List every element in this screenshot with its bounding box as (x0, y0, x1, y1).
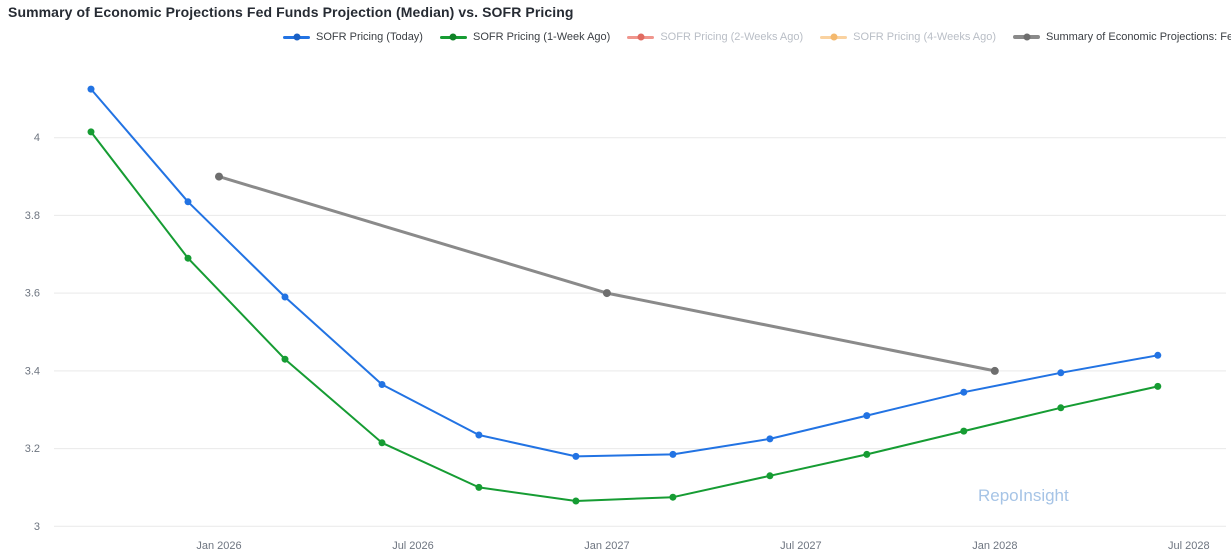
x-tick-label: Jan 2026 (196, 540, 241, 552)
legend-item-sofr-today[interactable]: SOFR Pricing (Today) (283, 31, 423, 43)
x-tick-label: Jan 2027 (584, 540, 629, 552)
series-marker-sofr-1w[interactable] (1154, 382, 1162, 390)
legend-item-sofr-2w[interactable]: SOFR Pricing (2-Weeks Ago) (627, 31, 803, 43)
series-marker-sofr-today[interactable] (475, 431, 483, 439)
legend-label: SOFR Pricing (2-Weeks Ago) (660, 31, 804, 43)
series-marker-sep-fed-funds[interactable] (990, 366, 999, 375)
series-sofr-today (87, 85, 1162, 460)
y-tick-label: 3.2 (25, 443, 40, 455)
series-marker-sofr-1w[interactable] (281, 355, 289, 363)
x-tick-label: Jul 2027 (780, 540, 822, 552)
series-marker-sofr-today[interactable] (960, 388, 968, 396)
series-marker-sofr-1w[interactable] (863, 450, 871, 458)
series-marker-sofr-1w[interactable] (766, 472, 774, 480)
legend-dot-icon (449, 33, 457, 41)
legend-label: SOFR Pricing (4-Weeks Ago) (853, 31, 997, 43)
series-marker-sep-fed-funds[interactable] (215, 172, 223, 181)
legend-dot-icon (1023, 33, 1031, 41)
y-tick-label: 3 (34, 521, 40, 533)
series-marker-sofr-1w[interactable] (1057, 404, 1065, 412)
legend-dot-icon (637, 33, 645, 41)
series-marker-sofr-today[interactable] (863, 412, 871, 420)
x-tick-label: Jul 2026 (392, 540, 434, 552)
legend-line-marker-icon (820, 33, 848, 41)
series-marker-sofr-today[interactable] (1057, 369, 1065, 377)
x-tick-label: Jul 2028 (1168, 540, 1210, 552)
legend-dot-icon (830, 33, 838, 41)
series-marker-sep-fed-funds[interactable] (602, 289, 611, 298)
series-sep-fed-funds (215, 172, 999, 375)
legend-label: Summary of Economic Projections: Fed Fun… (1046, 31, 1231, 43)
legend-item-sofr-1w[interactable]: SOFR Pricing (1-Week Ago) (439, 31, 611, 43)
series-marker-sofr-1w[interactable] (184, 254, 192, 262)
chart-title: Summary of Economic Projections Fed Fund… (8, 4, 574, 20)
watermark: RepoInsight (978, 486, 1069, 505)
series-marker-sofr-1w[interactable] (378, 439, 386, 447)
series-marker-sofr-1w[interactable] (572, 497, 580, 505)
legend-line-marker-icon (1013, 33, 1041, 41)
series-marker-sofr-today[interactable] (378, 381, 386, 388)
y-tick-label: 3.6 (25, 288, 40, 300)
legend-label: SOFR Pricing (Today) (316, 31, 423, 43)
y-tick-label: 4 (34, 132, 40, 144)
series-sofr-1w (87, 128, 1162, 505)
series-marker-sofr-today[interactable] (669, 450, 677, 458)
series-line-sofr-1w (90, 130, 1159, 502)
series-marker-sofr-today[interactable] (184, 198, 192, 206)
legend-item-sofr-4w[interactable]: SOFR Pricing (4-Weeks Ago) (820, 31, 996, 43)
series-marker-sofr-1w[interactable] (669, 493, 677, 501)
y-tick-label: 3.8 (25, 210, 40, 222)
legend-label: SOFR Pricing (1-Week Ago) (472, 31, 611, 43)
series-marker-sofr-today[interactable] (572, 452, 580, 460)
series-marker-sofr-1w[interactable] (87, 128, 95, 136)
legend-line-marker-icon (283, 33, 310, 41)
series-line-sofr-today (90, 88, 1159, 458)
legend-line-marker-icon (627, 33, 655, 41)
series-marker-sofr-1w[interactable] (960, 427, 968, 435)
series-marker-sofr-today[interactable] (87, 85, 95, 93)
series-marker-sofr-today[interactable] (1154, 351, 1162, 359)
legend-line-marker-icon (439, 33, 467, 41)
legend: SOFR Pricing (Today) SOFR Pricing (1-Week… (283, 31, 1231, 43)
legend-dot-icon (293, 33, 300, 41)
y-tick-label: 3.4 (25, 365, 40, 377)
legend-item-sep-fed-funds[interactable]: Summary of Economic Projections: Fed Fun… (1013, 31, 1231, 43)
series-marker-sofr-1w[interactable] (475, 483, 483, 491)
series-marker-sofr-today[interactable] (281, 293, 289, 301)
x-tick-label: Jan 2028 (972, 540, 1017, 552)
series-marker-sofr-today[interactable] (766, 435, 774, 443)
